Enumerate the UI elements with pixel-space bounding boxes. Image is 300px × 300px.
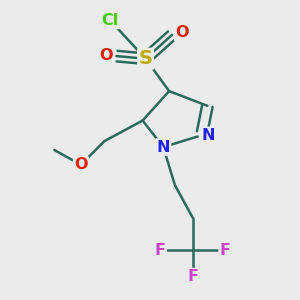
Text: Cl: Cl (102, 13, 119, 28)
Text: O: O (74, 157, 88, 172)
Text: O: O (100, 48, 113, 63)
Text: S: S (139, 49, 153, 68)
Text: N: N (202, 128, 215, 143)
Text: F: F (155, 243, 166, 258)
Text: N: N (157, 140, 170, 154)
Text: F: F (220, 243, 231, 258)
Text: O: O (175, 25, 188, 40)
Text: F: F (187, 269, 198, 284)
